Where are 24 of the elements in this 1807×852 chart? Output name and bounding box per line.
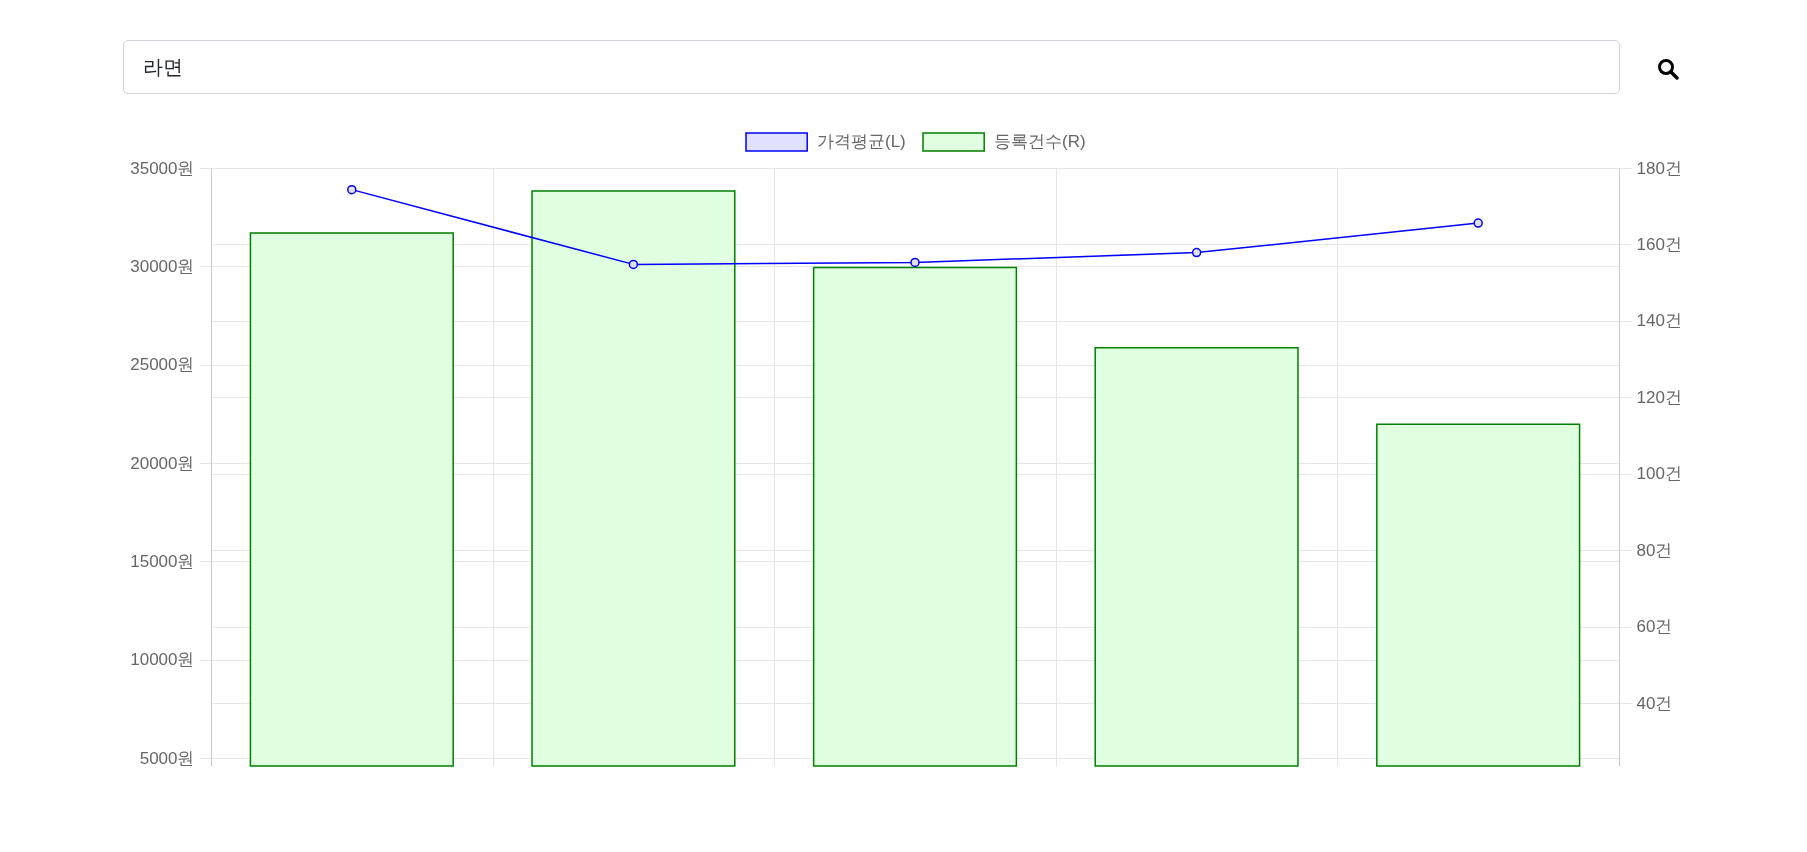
y-tick-label: 30000원	[130, 256, 195, 276]
y-tick-label: 35000원	[130, 158, 195, 178]
y-tick-label: 25000원	[130, 355, 195, 375]
y2-tick-label: 160건	[1636, 234, 1682, 254]
y2-tick-label: 140건	[1636, 311, 1682, 331]
point	[628, 259, 639, 270]
y2-tick-label: 40건	[1636, 693, 1673, 713]
point	[910, 257, 920, 268]
y-tick-label: 20000원	[130, 453, 195, 473]
y-tick-label: 15000원	[130, 551, 195, 571]
legend-label: 등록건수(R)	[994, 132, 1086, 151]
y-tick-label: 5000원	[139, 748, 195, 768]
y2-tick-label: 80건	[1636, 540, 1673, 560]
chart-title: 라면	[143, 54, 183, 80]
y2-tick-label: 120건	[1636, 387, 1682, 407]
search-field: 라면	[123, 40, 1620, 94]
point	[1473, 218, 1483, 228]
y-tick-label: 10000원	[130, 650, 195, 670]
point	[347, 184, 357, 195]
point	[1191, 247, 1202, 258]
legend-label: 가격평균(L)	[817, 132, 906, 151]
y2-tick-label: 100건	[1636, 464, 1682, 484]
y2-tick-label: 180건	[1636, 158, 1682, 178]
y2-tick-label: 60건	[1636, 617, 1673, 637]
